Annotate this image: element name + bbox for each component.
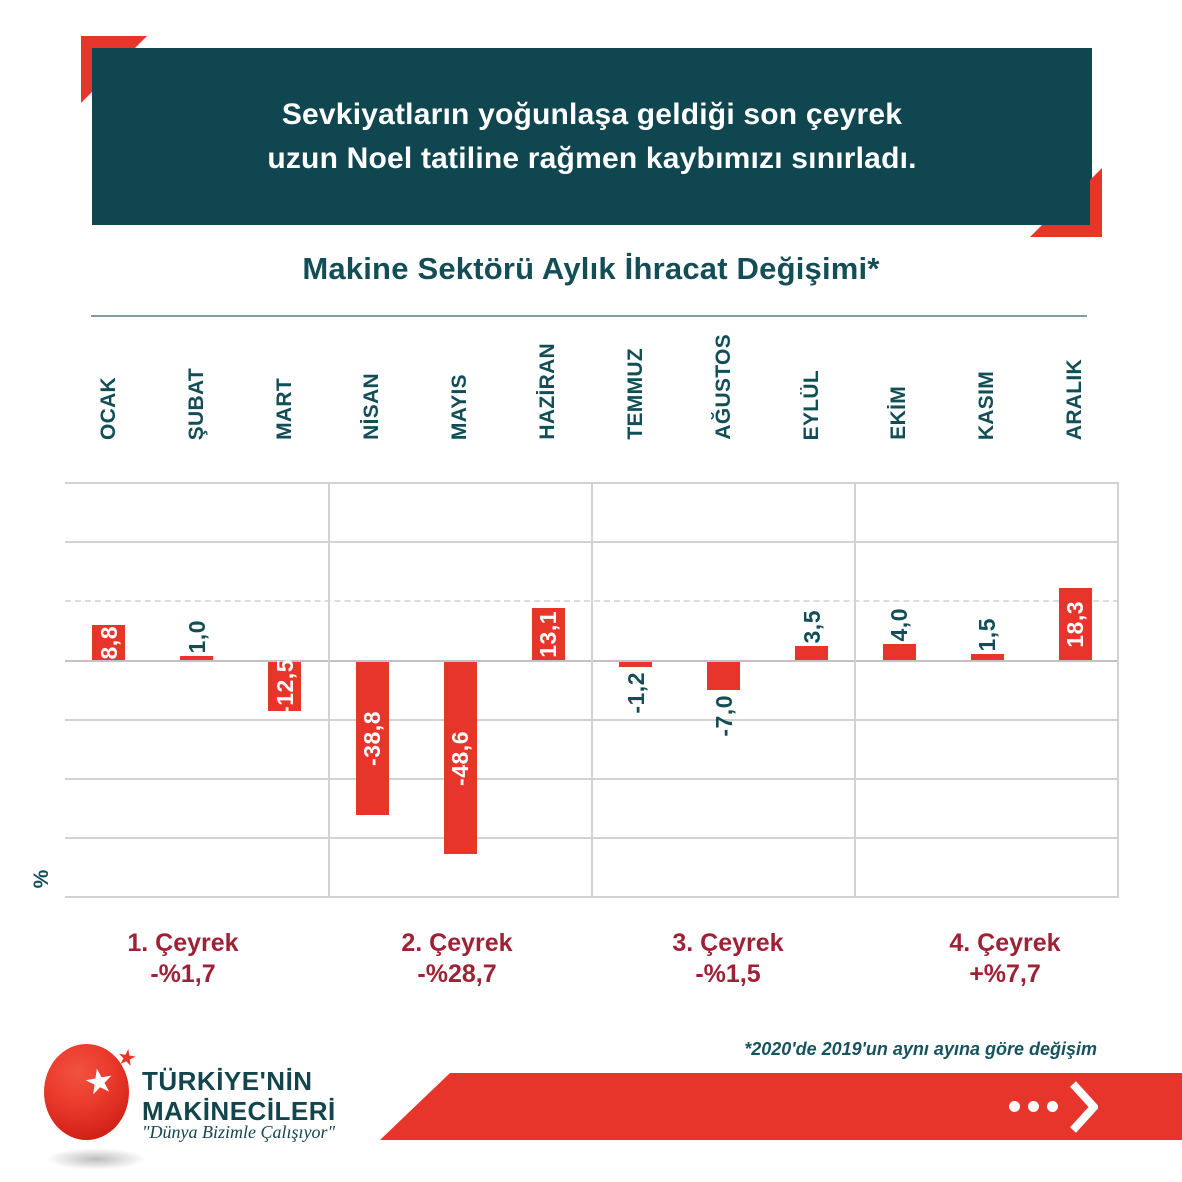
header-banner: Sevkiyatların yoğunlaşa geldiği son çeyr…	[92, 48, 1092, 225]
chevron-right-icon	[1070, 1080, 1098, 1133]
brand-tagline: "Dünya Bizimle Çalışıyor"	[142, 1122, 336, 1142]
bar-ni̇san	[355, 662, 389, 815]
month-label: ŞUBAT	[184, 367, 208, 440]
quarter-label: 3. Çeyrek	[672, 929, 784, 957]
quarter-change: -%1,5	[695, 960, 761, 988]
bar-label-wrap: 13,1	[532, 608, 565, 660]
bar-value-label: 1,5	[974, 617, 1001, 651]
footer-banner	[380, 1073, 1182, 1140]
month-labels-row: OCAK ŞUBAT MART NİSAN MAYIS HAZİRAN TEMMUZ AĞUS…	[65, 334, 1119, 440]
bar-value-label: -12,5	[271, 659, 298, 714]
bar-ocak	[92, 625, 126, 660]
quarter-divider-line	[1117, 482, 1119, 896]
bar-label-wrap: -38,8	[356, 662, 389, 815]
month-label: TEMMUZ	[623, 348, 647, 440]
bar-eki̇m	[882, 644, 916, 660]
bar-aralik	[1058, 588, 1092, 660]
quarter-summary-1: 1. Çeyrek -%1,7	[73, 928, 293, 990]
dot-icon	[1047, 1101, 1058, 1112]
month-label: NİSAN	[360, 373, 384, 440]
header-line2: uzun Noel tatiline rağmen kaybımızı sını…	[267, 141, 917, 175]
footnote: *2020'de 2019'un aynı ayına göre değişim	[744, 1039, 1097, 1059]
bar-label-wrap: -12,5	[268, 659, 301, 714]
bar-ağustos	[707, 662, 741, 690]
logo-sphere	[44, 1044, 129, 1140]
quarter-change: -%28,7	[417, 960, 497, 988]
bar-şubat	[180, 656, 214, 660]
bar-eylül	[795, 646, 829, 660]
bar-temmuz	[619, 662, 653, 667]
bar-value-label: 3,5	[798, 609, 825, 643]
brand-name-line2: MAKİNECİLERİ	[142, 1096, 336, 1126]
logo-shadow	[46, 1148, 146, 1170]
month-label: MART	[272, 378, 296, 440]
month-label: OCAK	[96, 376, 120, 440]
bar-kasim	[970, 654, 1004, 660]
y-axis-unit-label: %	[30, 869, 53, 889]
bar-value-label: -48,6	[447, 730, 474, 786]
month-label: ARALIK	[1063, 358, 1087, 440]
bar-hazi̇ran	[531, 608, 565, 660]
month-label: HAZİRAN	[536, 343, 560, 440]
bar-mart	[268, 662, 302, 711]
bar-mayis	[443, 662, 477, 854]
quarter-change: +%7,7	[969, 960, 1041, 988]
plot-area: 8,8 1,0 -12,5 -38,8 -48,6 13,1 -1,2 -7,0 3,5 4,0 1…	[65, 482, 1119, 898]
bar-value-label: 13,1	[535, 610, 562, 658]
quarter-summary-2: 2. Çeyrek -%28,7	[347, 928, 567, 990]
bar-value-label: 1,0	[183, 619, 210, 653]
bar-value-label: 8,8	[95, 625, 122, 660]
gridline	[65, 896, 1119, 898]
title-divider	[91, 315, 1087, 317]
quarter-divider-line	[328, 482, 330, 896]
month-label: EKİM	[887, 386, 911, 440]
bar-value-label: -1,2	[622, 672, 649, 714]
quarter-label: 2. Çeyrek	[401, 929, 513, 957]
quarter-change: -%1,7	[150, 960, 216, 988]
bar-value-label: -7,0	[710, 695, 737, 737]
month-label: EYLÜL	[799, 369, 823, 440]
star-icon: ★	[80, 1060, 118, 1104]
quarter-label: 1. Çeyrek	[127, 929, 239, 957]
month-label: KASIM	[975, 370, 999, 440]
bar-value-label: 4,0	[886, 607, 913, 641]
brand-name-line1: TÜRKİYE'NİN	[142, 1066, 313, 1096]
bar-value-label: 18,3	[1062, 600, 1089, 648]
month-label: AĞUSTOS	[711, 334, 735, 440]
bar-value-label: -38,8	[359, 711, 386, 766]
bar-label-wrap: 18,3	[1059, 588, 1092, 660]
header-line1: Sevkiyatların yoğunlaşa geldiği son çeyr…	[281, 97, 903, 131]
chart-title: Makine Sektörü Aylık İhracat Değişimi*	[302, 251, 880, 286]
quarter-summary-3: 3. Çeyrek -%1,5	[618, 928, 838, 990]
next-arrow-button[interactable]	[1009, 1073, 1098, 1140]
small-star-icon: ★	[115, 1043, 139, 1072]
quarter-summary-4: 4. Çeyrek +%7,7	[895, 928, 1115, 990]
dot-icon	[1028, 1101, 1039, 1112]
quarter-divider-line	[591, 482, 593, 896]
month-label: MAYIS	[448, 373, 472, 440]
bar-label-wrap: -48,6	[444, 662, 477, 854]
bar-label-wrap: 8,8	[92, 625, 125, 660]
quarter-divider-line	[854, 482, 856, 896]
dot-icon	[1009, 1101, 1020, 1112]
quarter-label: 4. Çeyrek	[949, 929, 1061, 957]
